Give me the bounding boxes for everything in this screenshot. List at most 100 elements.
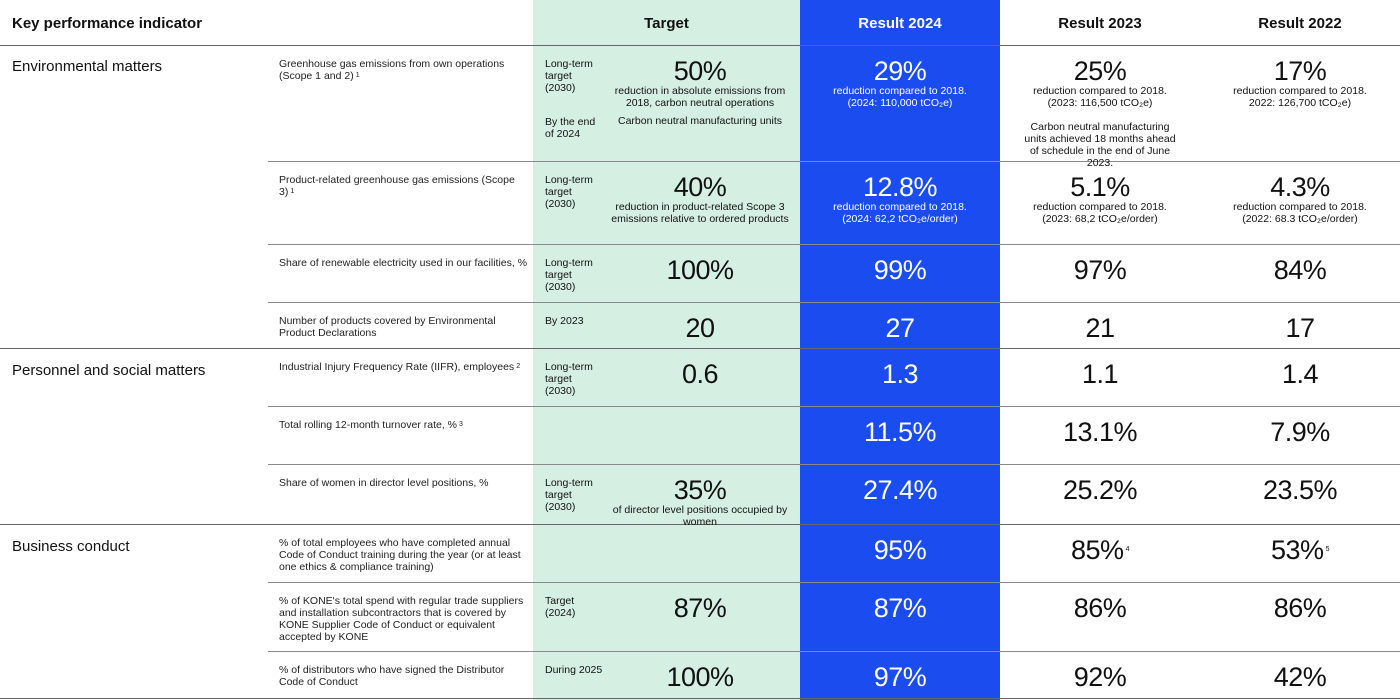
target-description: of director level positions occupied by … xyxy=(612,504,788,528)
result-description: reduction compared to 2018. (2024: 110,0… xyxy=(833,85,967,109)
result-number: 86% xyxy=(1073,593,1127,623)
result-main-value: 92% xyxy=(1000,663,1200,691)
result-number: 53% xyxy=(1271,535,1324,565)
result-2022: 86% xyxy=(1200,594,1400,622)
result-main-value: 95% xyxy=(800,536,1000,564)
result-number: 12.8% xyxy=(862,172,938,202)
result-2023: 21 xyxy=(1000,314,1200,342)
header-result-2023: Result 2023 xyxy=(1058,15,1142,32)
row-divider xyxy=(268,651,1400,652)
kpi-label: % of distributors who have signed the Di… xyxy=(279,664,529,688)
result-number: 5.1% xyxy=(1070,172,1130,202)
target-main-value: 50% xyxy=(673,56,727,86)
kpi-label: Industrial Injury Frequency Rate (IIFR),… xyxy=(279,361,529,373)
result-main-value: 86% xyxy=(1200,594,1400,622)
result-2022: 17% reduction compared to 2018. 2022: 126… xyxy=(1200,57,1400,109)
result-number: 17 xyxy=(1285,313,1315,343)
target-description: reduction in product-related Scope 3 emi… xyxy=(611,201,789,225)
target-value: 100% xyxy=(605,256,795,284)
header-kpi: Key performance indicator xyxy=(12,15,203,32)
result-2022: 7.9% xyxy=(1200,418,1400,446)
row-divider xyxy=(0,698,1400,699)
result-number: 1.4 xyxy=(1281,359,1319,389)
result-2024: 29% reduction compared to 2018. (2024: 11… xyxy=(800,57,1000,109)
result-main-value: 21 xyxy=(1000,314,1200,342)
result-main-value: 27 xyxy=(800,314,1000,342)
row-divider xyxy=(268,464,1400,465)
result-2023: 13.1% xyxy=(1000,418,1200,446)
result-2023: 85% 4 xyxy=(1000,536,1200,564)
result-main-value: 1.1 xyxy=(1000,360,1200,388)
target-main-value: 0.6 xyxy=(681,359,719,389)
target-timeframe: Long-term target (2030) xyxy=(545,58,593,94)
result-2024: 97% xyxy=(800,663,1000,691)
target-timeframe: Long-term target (2030) xyxy=(545,477,593,513)
result-2022: 42% xyxy=(1200,663,1400,691)
footnote-marker: 5 xyxy=(1325,546,1330,553)
result-main-value: 97% xyxy=(1000,256,1200,284)
result-main-value: 4.3% xyxy=(1200,173,1400,201)
result-2022: 4.3% reduction compared to 2018. (2022: 6… xyxy=(1200,173,1400,225)
result-number: 11.5% xyxy=(863,417,937,447)
result-number: 86% xyxy=(1273,593,1327,623)
result-main-value: 27.4% xyxy=(800,476,1000,504)
row-divider xyxy=(0,524,1400,525)
kpi-text: Industrial Injury Frequency Rate (IIFR),… xyxy=(279,361,515,373)
result-number: 27.4% xyxy=(862,475,938,505)
target-value: 35% of director level positions occupied … xyxy=(605,476,795,528)
footnote-marker: 2 xyxy=(516,363,521,370)
row-divider xyxy=(268,302,1400,303)
result-2022: 53% 5 xyxy=(1200,536,1400,564)
result-2022: 17 xyxy=(1200,314,1400,342)
result-number: 95% xyxy=(873,535,927,565)
result-number: 42% xyxy=(1273,662,1327,692)
result-description: reduction compared to 2018. (2023: 68,2 … xyxy=(1033,201,1167,225)
category-business-conduct: Business conduct xyxy=(12,538,130,555)
kpi-label: % of KONE's total spend with regular tra… xyxy=(279,595,529,643)
result-main-value: 11.5% xyxy=(800,418,1000,446)
result-2023: 1.1 xyxy=(1000,360,1200,388)
result-number: 84% xyxy=(1273,255,1327,285)
result-main-value: 1.4 xyxy=(1200,360,1400,388)
result-number: 21 xyxy=(1085,313,1115,343)
target-value: Carbon neutral manufacturing units xyxy=(605,115,795,127)
target-timeframe: Long-term target (2030) xyxy=(545,257,593,293)
row-divider xyxy=(268,161,1400,162)
result-2022: 84% xyxy=(1200,256,1400,284)
result-number: 4.3% xyxy=(1270,172,1330,202)
target-value: 40% reduction in product-related Scope 3 … xyxy=(605,173,795,225)
kpi-text: Greenhouse gas emissions from own operat… xyxy=(279,58,505,82)
result-main-value: 12.8% xyxy=(800,173,1000,201)
result-main-value: 53% 5 xyxy=(1200,536,1400,564)
target-main-value: 20 xyxy=(685,313,715,343)
footnote-marker: 1 xyxy=(355,72,360,79)
result-number: 23.5% xyxy=(1262,475,1338,505)
result-main-value: 25.2% xyxy=(1000,476,1200,504)
kpi-text: Share of women in director level positio… xyxy=(279,477,489,489)
kpi-text: Number of products covered by Environmen… xyxy=(279,315,496,339)
result-number: 1.1 xyxy=(1081,359,1119,389)
category-personnel-social: Personnel and social matters xyxy=(12,362,206,379)
target-timeframe: Target (2024) xyxy=(545,595,576,619)
kpi-text: Total rolling 12-month turnover rate, % xyxy=(279,419,458,431)
result-description: reduction compared to 2018. (2024: 62,2 … xyxy=(833,201,967,225)
footnote-marker: 1 xyxy=(290,188,295,195)
kpi-text: % of KONE's total spend with regular tra… xyxy=(279,595,524,643)
kpi-text: % of distributors who have signed the Di… xyxy=(279,664,505,688)
result-2023: 92% xyxy=(1000,663,1200,691)
result-main-value: 84% xyxy=(1200,256,1400,284)
target-timeframe: During 2025 xyxy=(545,664,603,676)
result-2022: 23.5% xyxy=(1200,476,1400,504)
result-main-value: 5.1% xyxy=(1000,173,1200,201)
result-2022: 1.4 xyxy=(1200,360,1400,388)
result-note: Carbon neutral manufacturing units achie… xyxy=(1024,121,1176,169)
result-main-value: 1.3 xyxy=(800,360,1000,388)
result-2024: 11.5% xyxy=(800,418,1000,446)
row-divider xyxy=(268,406,1400,407)
kpi-label: Product-related greenhouse gas emissions… xyxy=(279,174,529,198)
result-main-value: 87% xyxy=(800,594,1000,622)
target-timeframe: By the end of 2024 xyxy=(545,116,596,140)
target-timeframe: Long-term target (2030) xyxy=(545,361,593,397)
target-description: Carbon neutral manufacturing units xyxy=(617,115,782,127)
result-main-value: 23.5% xyxy=(1200,476,1400,504)
